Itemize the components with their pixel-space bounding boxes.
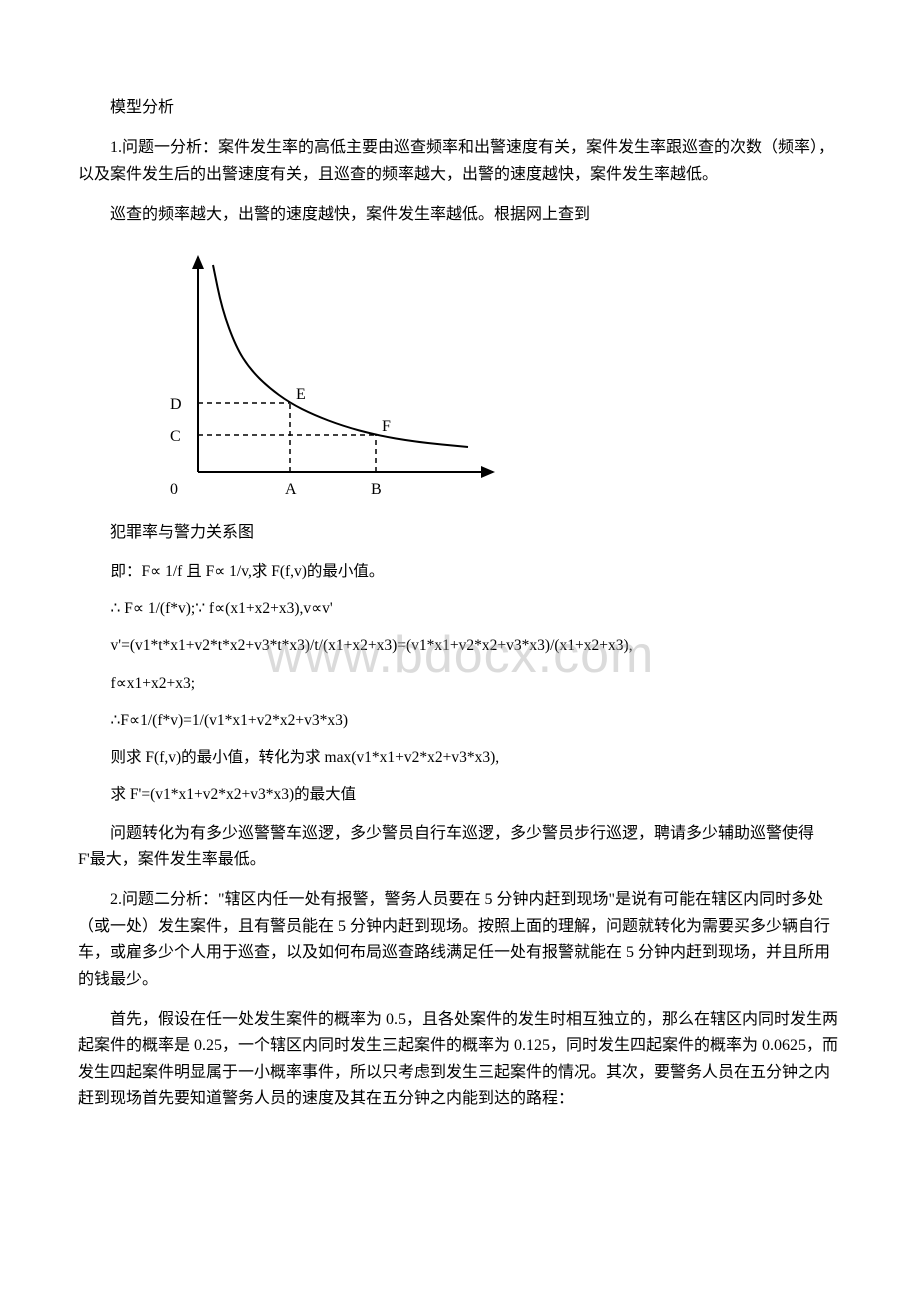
math-line-1: 即：F∝ 1/f 且 F∝ 1/v,求 F(f,v)的最小值。	[78, 560, 842, 583]
chart-svg: 0 A B CD E F	[138, 247, 498, 507]
paragraph-4: 2.问题二分析："辖区内任一处有报警，警务人员要在 5 分钟内赶到现场"是说有可…	[78, 887, 842, 993]
paragraph-3: 问题转化为有多少巡警警车巡逻，多少警员自行车巡逻，多少警员步行巡逻，聘请多少辅助…	[78, 821, 842, 874]
chart-caption: 犯罪率与警力关系图	[78, 520, 842, 546]
svg-text:E: E	[296, 386, 306, 403]
crime-rate-chart: 0 A B CD E F	[78, 247, 842, 512]
math-line-6: 则求 F(f,v)的最小值，转化为求 max(v1*x1+v2*x2+v3*x3…	[78, 746, 842, 769]
paragraph-2: 巡查的频率越大，出警的速度越快，案件发生率越低。根据网上查到	[78, 202, 842, 228]
math-line-3: v'=(v1*t*x1+v2*t*x2+v3*t*x3)/t/(x1+x2+x3…	[78, 634, 842, 657]
paragraph-1: 1.问题一分析：案件发生率的高低主要由巡查频率和出警速度有关，案件发生率跟巡查的…	[78, 135, 842, 188]
section-title: 模型分析	[78, 95, 842, 121]
svg-text:F: F	[382, 418, 391, 435]
paragraph-5: 首先，假设在任一处发生案件的概率为 0.5，且各处案件的发生时相互独立的，那么在…	[78, 1007, 842, 1113]
math-line-5: ∴F∝1/(f*v)=1/(v1*x1+v2*x2+v3*x3)	[78, 709, 842, 732]
svg-text:D: D	[170, 396, 182, 413]
svg-text:C: C	[170, 428, 181, 445]
svg-text:B: B	[371, 481, 382, 498]
math-line-7: 求 F'=(v1*x1+v2*x2+v3*x3)的最大值	[78, 783, 842, 806]
math-line-2: ∴ F∝ 1/(f*v);∵ f∝(x1+x2+x3),v∝v'	[78, 597, 842, 620]
math-line-4: f∝x1+x2+x3;	[78, 672, 842, 695]
svg-text:0: 0	[170, 481, 178, 498]
svg-text:A: A	[285, 481, 297, 498]
